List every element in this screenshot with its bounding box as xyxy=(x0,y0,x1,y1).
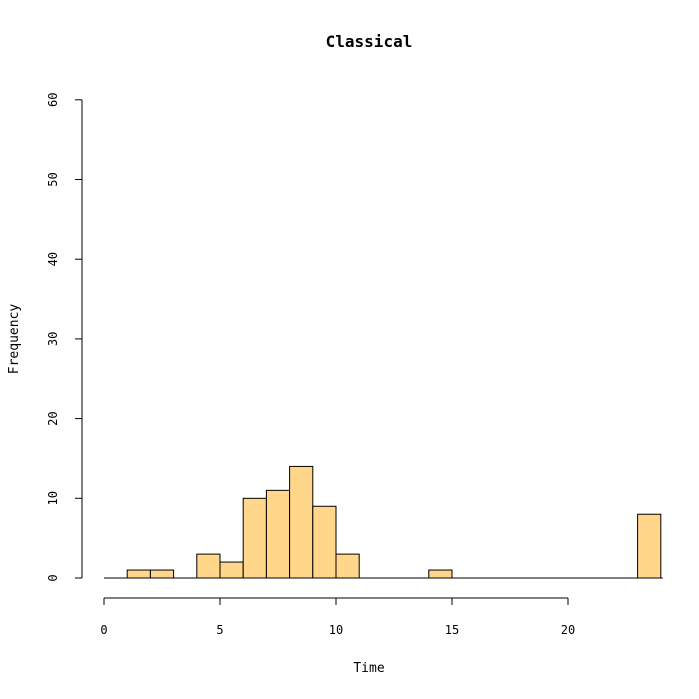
histogram-bars xyxy=(104,465,663,579)
y-axis: 0 10 20 30 40 50 60 xyxy=(46,93,83,582)
histogram-bar xyxy=(637,513,662,579)
histogram-bar xyxy=(126,569,151,579)
chart-title: Classical xyxy=(326,32,413,51)
histogram-bar xyxy=(219,561,244,579)
histogram-bar xyxy=(335,553,360,579)
y-tick-label: 40 xyxy=(46,252,60,266)
y-tick-label: 30 xyxy=(46,332,60,346)
x-tick-label: 0 xyxy=(100,623,107,637)
y-tick-label: 10 xyxy=(46,491,60,505)
y-tick-label: 60 xyxy=(46,93,60,107)
histogram-bar xyxy=(196,553,221,579)
x-tick-label: 20 xyxy=(561,623,575,637)
y-axis-label: Frequency xyxy=(7,304,22,375)
histogram-bar xyxy=(428,569,453,579)
histogram-bar xyxy=(289,465,314,579)
histogram-bar xyxy=(265,489,291,579)
y-tick-label: 0 xyxy=(46,574,60,581)
x-tick-label: 5 xyxy=(216,623,223,637)
x-axis: 0 5 10 15 20 xyxy=(100,597,575,637)
histogram-bar xyxy=(149,569,175,579)
x-tick-label: 10 xyxy=(329,623,343,637)
x-tick-label: 15 xyxy=(445,623,459,637)
y-tick-label: 50 xyxy=(46,172,60,186)
x-axis-label: Time xyxy=(353,661,384,676)
histogram-bar xyxy=(312,505,337,579)
y-tick-label: 20 xyxy=(46,411,60,425)
histogram-bar xyxy=(242,497,267,579)
